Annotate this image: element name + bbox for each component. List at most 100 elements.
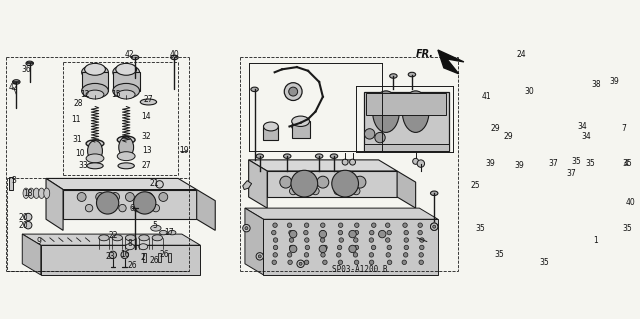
Circle shape bbox=[335, 176, 348, 188]
Circle shape bbox=[109, 251, 116, 259]
Text: 23: 23 bbox=[105, 252, 115, 261]
Text: 35: 35 bbox=[476, 224, 485, 233]
Text: 6: 6 bbox=[130, 204, 134, 213]
Circle shape bbox=[321, 253, 325, 257]
Bar bbox=[82, 72, 108, 91]
Circle shape bbox=[323, 245, 327, 250]
Circle shape bbox=[291, 170, 317, 197]
Circle shape bbox=[386, 253, 390, 257]
Polygon shape bbox=[196, 189, 215, 230]
Polygon shape bbox=[243, 181, 252, 189]
Text: 42: 42 bbox=[125, 50, 134, 59]
Text: 13: 13 bbox=[142, 146, 152, 155]
Ellipse shape bbox=[264, 122, 278, 131]
Polygon shape bbox=[249, 160, 268, 208]
Circle shape bbox=[375, 132, 385, 143]
Circle shape bbox=[372, 223, 376, 227]
Circle shape bbox=[353, 238, 358, 242]
Circle shape bbox=[387, 230, 392, 235]
Ellipse shape bbox=[116, 63, 136, 75]
Circle shape bbox=[387, 260, 392, 264]
Text: 2: 2 bbox=[140, 253, 145, 262]
Circle shape bbox=[24, 221, 32, 229]
Ellipse shape bbox=[131, 55, 139, 60]
Text: 32: 32 bbox=[141, 132, 151, 141]
Ellipse shape bbox=[431, 191, 438, 196]
Polygon shape bbox=[245, 208, 264, 275]
Circle shape bbox=[273, 238, 278, 242]
Text: 39: 39 bbox=[515, 161, 524, 170]
Circle shape bbox=[364, 129, 375, 139]
Circle shape bbox=[355, 260, 359, 264]
Ellipse shape bbox=[82, 65, 108, 80]
Ellipse shape bbox=[119, 137, 134, 158]
Circle shape bbox=[24, 213, 32, 221]
Circle shape bbox=[125, 193, 134, 201]
Text: 25: 25 bbox=[470, 181, 480, 190]
Ellipse shape bbox=[38, 188, 45, 198]
Circle shape bbox=[319, 230, 326, 238]
Text: 26: 26 bbox=[127, 261, 137, 270]
Circle shape bbox=[305, 245, 310, 250]
Ellipse shape bbox=[403, 91, 429, 132]
Ellipse shape bbox=[284, 154, 291, 159]
Circle shape bbox=[321, 238, 325, 242]
Circle shape bbox=[289, 230, 293, 235]
Circle shape bbox=[418, 223, 422, 227]
Circle shape bbox=[323, 260, 327, 264]
Circle shape bbox=[378, 230, 386, 238]
Text: 27: 27 bbox=[141, 161, 151, 170]
Text: 9: 9 bbox=[37, 237, 42, 246]
Text: 35: 35 bbox=[539, 258, 549, 267]
Circle shape bbox=[332, 170, 358, 197]
Ellipse shape bbox=[13, 80, 20, 84]
Text: 36: 36 bbox=[21, 65, 31, 74]
Bar bbox=[158, 253, 161, 262]
Text: 21: 21 bbox=[150, 179, 159, 188]
Circle shape bbox=[299, 262, 302, 265]
Circle shape bbox=[404, 245, 408, 250]
Text: 14: 14 bbox=[141, 112, 151, 121]
Circle shape bbox=[97, 192, 119, 214]
Circle shape bbox=[349, 230, 356, 238]
Ellipse shape bbox=[86, 90, 104, 99]
Bar bbox=[364, 92, 449, 151]
Circle shape bbox=[111, 193, 120, 201]
Bar bbox=[168, 253, 171, 262]
Text: 35: 35 bbox=[495, 250, 504, 259]
Circle shape bbox=[431, 223, 438, 230]
Bar bbox=[366, 93, 446, 115]
Ellipse shape bbox=[84, 63, 106, 75]
Ellipse shape bbox=[264, 126, 278, 135]
Ellipse shape bbox=[330, 154, 338, 159]
Circle shape bbox=[419, 260, 424, 264]
Ellipse shape bbox=[168, 230, 176, 235]
Circle shape bbox=[420, 238, 424, 242]
Circle shape bbox=[305, 238, 309, 242]
Ellipse shape bbox=[256, 154, 264, 159]
Circle shape bbox=[305, 260, 309, 264]
Text: 28: 28 bbox=[73, 99, 83, 108]
Ellipse shape bbox=[159, 230, 167, 235]
Polygon shape bbox=[46, 178, 196, 189]
Circle shape bbox=[259, 255, 261, 258]
Text: 39: 39 bbox=[485, 159, 495, 168]
Text: 37: 37 bbox=[566, 169, 577, 178]
Text: 33: 33 bbox=[78, 161, 88, 170]
Polygon shape bbox=[268, 171, 397, 197]
Circle shape bbox=[338, 260, 342, 264]
Circle shape bbox=[404, 230, 408, 235]
Circle shape bbox=[342, 159, 348, 165]
Ellipse shape bbox=[125, 235, 136, 241]
Circle shape bbox=[303, 230, 308, 235]
Text: 29: 29 bbox=[490, 124, 500, 133]
Circle shape bbox=[273, 245, 278, 250]
Circle shape bbox=[420, 245, 424, 250]
Circle shape bbox=[354, 230, 358, 235]
Polygon shape bbox=[245, 208, 438, 219]
Circle shape bbox=[402, 260, 406, 264]
Ellipse shape bbox=[316, 154, 323, 159]
Bar bbox=[364, 144, 449, 151]
Ellipse shape bbox=[23, 188, 29, 198]
Polygon shape bbox=[63, 189, 196, 219]
